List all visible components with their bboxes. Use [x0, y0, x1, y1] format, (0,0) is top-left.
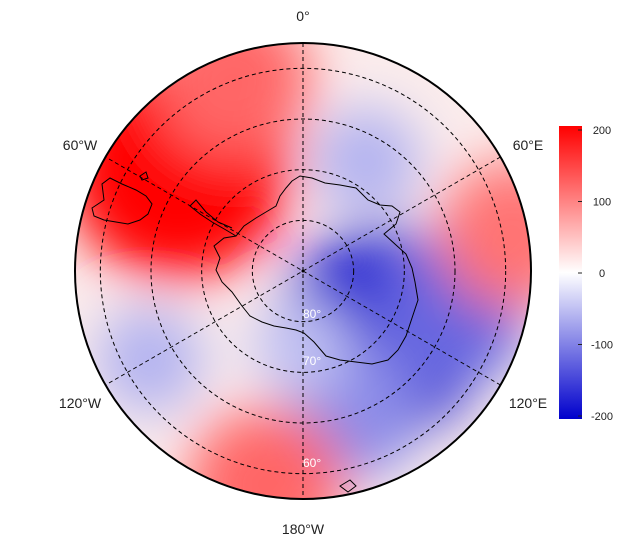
- colorbar-gradient: [559, 126, 582, 419]
- falkland-islands: [139, 171, 149, 181]
- colorbar-tick-label: -200: [591, 411, 613, 423]
- lon-label-60w: 60°W: [63, 137, 98, 153]
- lat-label-80: 80°: [303, 307, 321, 321]
- pole-point: [301, 269, 305, 273]
- colorbar-tick-label: 100: [593, 197, 611, 209]
- colorbar-tick-label: -100: [591, 340, 613, 352]
- map-disk: [75, 43, 531, 499]
- lon-label-60e: 60°E: [513, 137, 544, 153]
- lon-label-180w: 180°W: [282, 521, 325, 537]
- colorbar-tick-label: 200: [593, 125, 611, 137]
- map-boundary: [74, 42, 532, 500]
- colorbar: 200 100 0 -100 -200: [559, 125, 613, 423]
- lon-label-120e: 120°E: [509, 395, 547, 411]
- antarctica-coastline: [213, 175, 419, 365]
- field-blob: [438, 160, 531, 309]
- field-blob: [312, 107, 421, 216]
- south-america-tip: [91, 177, 153, 225]
- field-blob: [95, 305, 204, 414]
- lat-label-70: 70°: [303, 354, 321, 368]
- lon-label-0: 0°: [296, 8, 309, 24]
- field-blob: [187, 407, 344, 499]
- lat-label-60: 60°: [303, 456, 321, 470]
- colorbar-tick-label: 0: [599, 268, 605, 280]
- lon-label-120w: 120°W: [59, 395, 102, 411]
- colorbar-ticks: 200 100 0 -100 -200: [578, 125, 613, 423]
- subantarctic-island: [339, 479, 357, 493]
